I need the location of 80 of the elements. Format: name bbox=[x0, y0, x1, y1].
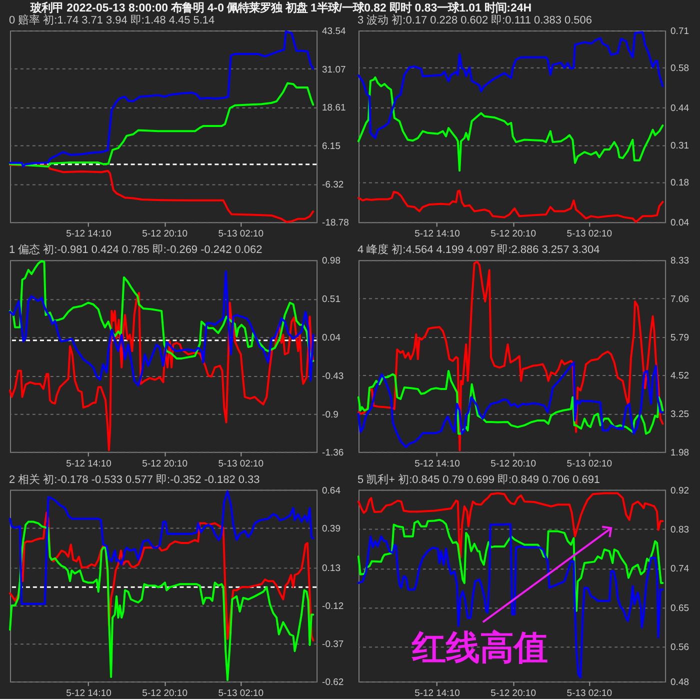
y-tick-label: 0.98 bbox=[322, 256, 340, 267]
y-tick-label: 31.07 bbox=[322, 64, 346, 76]
chart-title: 2 相关 初:-0.178 -0.533 0.577 即:-0.352 -0.182 0.33 bbox=[8, 472, 260, 486]
line-series bbox=[357, 361, 664, 448]
x-tick-label: 5-12 20:10 bbox=[142, 228, 188, 240]
chart-title: 5 凯利+ 初:0.845 0.79 0.699 即:0.849 0.706 0.691 bbox=[357, 472, 600, 486]
line-series bbox=[8, 30, 314, 168]
y-tick-label: 0.71 bbox=[670, 26, 689, 37]
line-series bbox=[8, 270, 314, 386]
x-tick-label: 5-12 14:10 bbox=[66, 688, 112, 700]
chart-title: 0 赔率 初:1.74 3.71 3.94 即:1.48 4.45 5.14 bbox=[8, 13, 215, 26]
y-tick-label: -0.9 bbox=[322, 410, 338, 421]
text: 玻利甲 2022-05-13 8:00:00 布鲁明 4-0 佩特莱罗独 初盘 1半球/一球0.82 即时 0.83一球1.01 时间:24H bbox=[29, 1, 532, 14]
y-tick-label: 3.25 bbox=[670, 409, 689, 420]
x-tick-label: 5-12 20:10 bbox=[490, 458, 536, 470]
x-tick-label: 5-12 14:10 bbox=[414, 458, 460, 470]
y-tick-label: 1.98 bbox=[670, 447, 689, 458]
y-tick-label: -0.43 bbox=[322, 371, 344, 382]
x-tick-label: 5-12 20:10 bbox=[490, 688, 536, 700]
line-series bbox=[8, 82, 314, 168]
x-tick-label: 5-12 20:10 bbox=[142, 688, 188, 700]
x-tick-label: 5-12 14:10 bbox=[414, 688, 460, 700]
y-tick-label: 0.39 bbox=[322, 523, 340, 534]
y-tick-label: -0.62 bbox=[322, 677, 344, 688]
y-tick-label: 0.44 bbox=[670, 103, 689, 114]
y-tick-label: 0.83 bbox=[670, 524, 689, 536]
line-series bbox=[8, 512, 314, 642]
y-tick-label: -0.37 bbox=[322, 638, 344, 650]
line-series bbox=[8, 292, 314, 452]
line-series bbox=[357, 260, 664, 452]
x-tick-label: 5-12 14:10 bbox=[66, 228, 112, 240]
line-series bbox=[357, 31, 664, 140]
x-tick-label: 5-13 02:10 bbox=[566, 688, 612, 700]
x-tick-label: 5-13 02:10 bbox=[566, 458, 612, 470]
y-tick-label: 0.74 bbox=[670, 564, 689, 575]
line-series bbox=[357, 523, 664, 679]
line-series bbox=[357, 76, 664, 172]
y-tick-label: 5.79 bbox=[670, 332, 689, 344]
y-tick-label: 43.54 bbox=[322, 26, 346, 37]
y-tick-label: -18.78 bbox=[322, 218, 349, 229]
line-series bbox=[8, 490, 314, 605]
y-tick-label: -1.36 bbox=[322, 447, 344, 458]
chart-title: 1 偏态 初:-0.981 0.424 0.785 即:-0.269 -0.242 0.062 bbox=[8, 243, 262, 256]
x-tick-label: 5-13 02:10 bbox=[218, 458, 264, 470]
x-tick-label: 5-12 14:10 bbox=[414, 228, 460, 240]
line-series bbox=[357, 492, 664, 559]
y-tick-label: 0.48 bbox=[670, 677, 689, 688]
line-series bbox=[8, 520, 314, 682]
y-tick-label: 18.61 bbox=[322, 102, 346, 114]
y-tick-label: 0.65 bbox=[670, 602, 689, 614]
chart-title: 3 波动 初:0.17 0.228 0.602 即:0.111 0.383 0.506 bbox=[357, 13, 592, 26]
y-tick-label: 0.04 bbox=[670, 218, 689, 229]
y-tick-label: 0.51 bbox=[322, 294, 340, 306]
y-tick-label: -0.12 bbox=[322, 600, 344, 612]
chart-title: 4 峰度 初:4.564 4.199 4.097 即:2.886 3.257 3.304 bbox=[357, 243, 600, 256]
x-tick-label: 5-12 20:10 bbox=[490, 228, 536, 240]
annotation: 红线高值 bbox=[411, 628, 548, 667]
y-tick-label: 0.18 bbox=[670, 178, 689, 189]
y-tick-label: 6.15 bbox=[322, 140, 340, 152]
line-series bbox=[357, 518, 664, 612]
line-series bbox=[357, 370, 664, 435]
y-tick-label: 0.31 bbox=[670, 140, 689, 152]
y-tick-label: -6.32 bbox=[322, 179, 344, 190]
y-tick-label: 0.04 bbox=[322, 332, 340, 344]
y-tick-label: 0.92 bbox=[670, 485, 689, 496]
y-tick-label: 0.58 bbox=[670, 63, 689, 74]
line-series bbox=[8, 260, 314, 363]
x-tick-label: 5-13 02:10 bbox=[218, 688, 264, 700]
y-tick-label: 7.06 bbox=[670, 294, 689, 305]
line-series bbox=[357, 190, 664, 223]
y-tick-label: 0.64 bbox=[322, 485, 340, 496]
x-tick-label: 5-12 20:10 bbox=[142, 458, 188, 470]
y-tick-label: 8.33 bbox=[670, 256, 689, 267]
x-tick-label: 5-12 14:10 bbox=[66, 458, 112, 470]
y-tick-label: 0.56 bbox=[670, 642, 689, 654]
y-tick-label: 4.52 bbox=[670, 370, 689, 382]
x-tick-label: 5-13 02:10 bbox=[566, 228, 612, 240]
y-tick-label: 0.13 bbox=[322, 562, 340, 574]
x-tick-label: 5-13 02:10 bbox=[218, 228, 264, 240]
line-series bbox=[8, 164, 314, 223]
